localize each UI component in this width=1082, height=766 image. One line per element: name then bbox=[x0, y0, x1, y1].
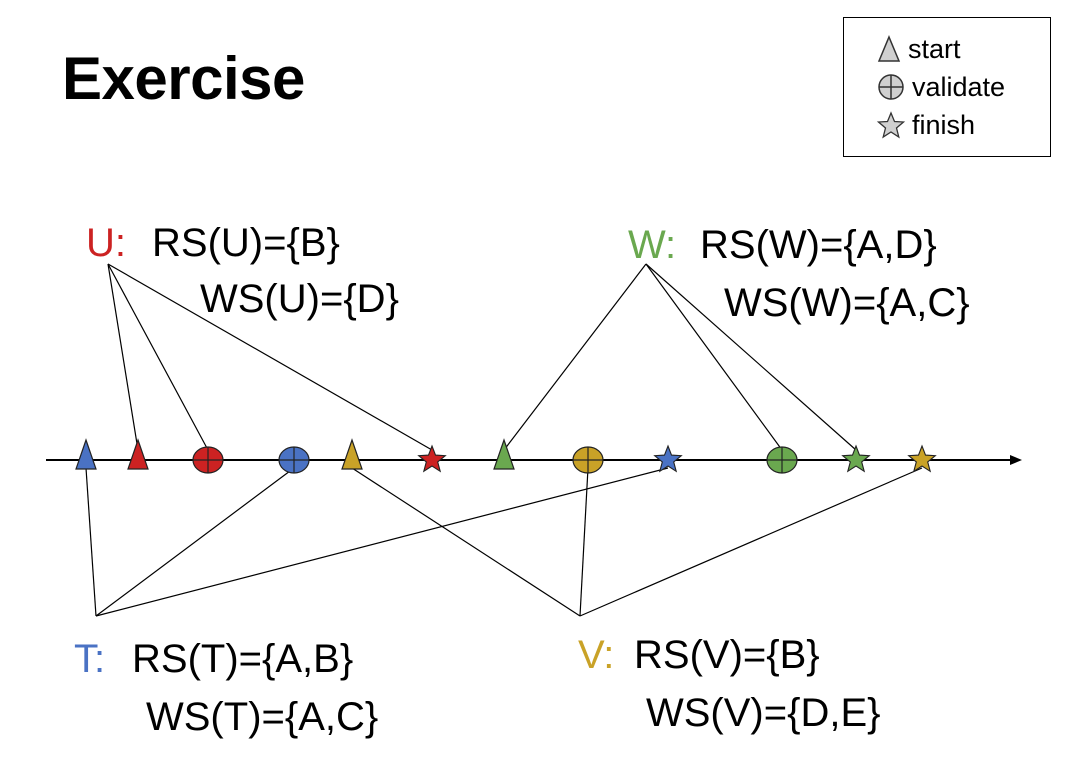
circle-plus-icon bbox=[878, 74, 904, 100]
marker-t-validate bbox=[278, 446, 310, 474]
marker-v-validate bbox=[572, 446, 604, 474]
connector-v-validate bbox=[579, 467, 589, 617]
label-v-ws: WS(V)={D,E} bbox=[646, 691, 881, 735]
connector-v-finish bbox=[579, 467, 923, 617]
label-v-name: V: bbox=[578, 633, 614, 677]
page-title: Exercise bbox=[62, 45, 305, 112]
marker-v-finish bbox=[907, 444, 937, 473]
marker-w-finish bbox=[841, 444, 871, 473]
timeline-arrowhead bbox=[1010, 455, 1022, 465]
label-v-rs: RS(V)={B} bbox=[634, 633, 820, 677]
connector-w-validate bbox=[645, 263, 783, 451]
triangle-icon bbox=[877, 35, 901, 62]
marker-t-start bbox=[75, 438, 97, 470]
marker-u-finish bbox=[417, 444, 447, 473]
connector-v-start bbox=[351, 467, 581, 617]
connector-w-start bbox=[503, 263, 647, 451]
marker-t-finish bbox=[653, 444, 683, 473]
event-markers bbox=[75, 438, 937, 474]
marker-w-start bbox=[493, 438, 515, 470]
legend-item-finish: finish bbox=[876, 108, 975, 142]
connector-t-validate bbox=[95, 467, 295, 617]
legend-label-validate: validate bbox=[912, 71, 1006, 102]
legend-label-start: start bbox=[908, 33, 961, 64]
label-u-name: U: bbox=[86, 221, 126, 265]
marker-v-start bbox=[341, 438, 363, 470]
connector-u-validate bbox=[107, 263, 209, 451]
marker-w-validate bbox=[766, 446, 798, 474]
label-t-rs: RS(T)={A,B} bbox=[132, 637, 353, 681]
label-w-name: W: bbox=[628, 223, 676, 267]
label-t-name: T: bbox=[74, 637, 105, 681]
connector-lines bbox=[85, 263, 923, 617]
label-t-ws: WS(T)={A,C} bbox=[146, 695, 378, 739]
marker-u-validate bbox=[192, 446, 224, 474]
star-icon bbox=[876, 111, 906, 139]
marker-u-start bbox=[127, 438, 149, 470]
label-w-rs: RS(W)={A,D} bbox=[700, 223, 937, 267]
legend-label-finish: finish bbox=[912, 109, 976, 140]
connector-u-finish bbox=[107, 263, 433, 451]
connector-u-start bbox=[107, 263, 139, 451]
label-w-ws: WS(W)={A,C} bbox=[724, 281, 970, 325]
connector-t-start bbox=[85, 467, 97, 617]
label-u-ws: WS(U)={D} bbox=[200, 277, 399, 321]
connector-w-finish bbox=[645, 263, 857, 451]
legend-item-validate: validate bbox=[876, 70, 1005, 104]
legend: start validate finish bbox=[843, 17, 1051, 157]
label-u-rs: RS(U)={B} bbox=[152, 221, 340, 265]
legend-item-start: start bbox=[876, 32, 961, 66]
connector-t-finish bbox=[95, 467, 669, 617]
